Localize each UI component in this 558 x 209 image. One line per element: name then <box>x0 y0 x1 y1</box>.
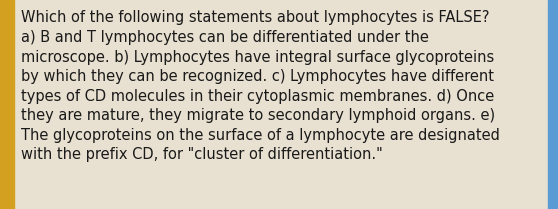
Text: Which of the following statements about lymphocytes is FALSE?
a) B and T lymphoc: Which of the following statements about … <box>21 10 500 162</box>
Bar <box>0 0 14 209</box>
Bar <box>548 0 558 209</box>
